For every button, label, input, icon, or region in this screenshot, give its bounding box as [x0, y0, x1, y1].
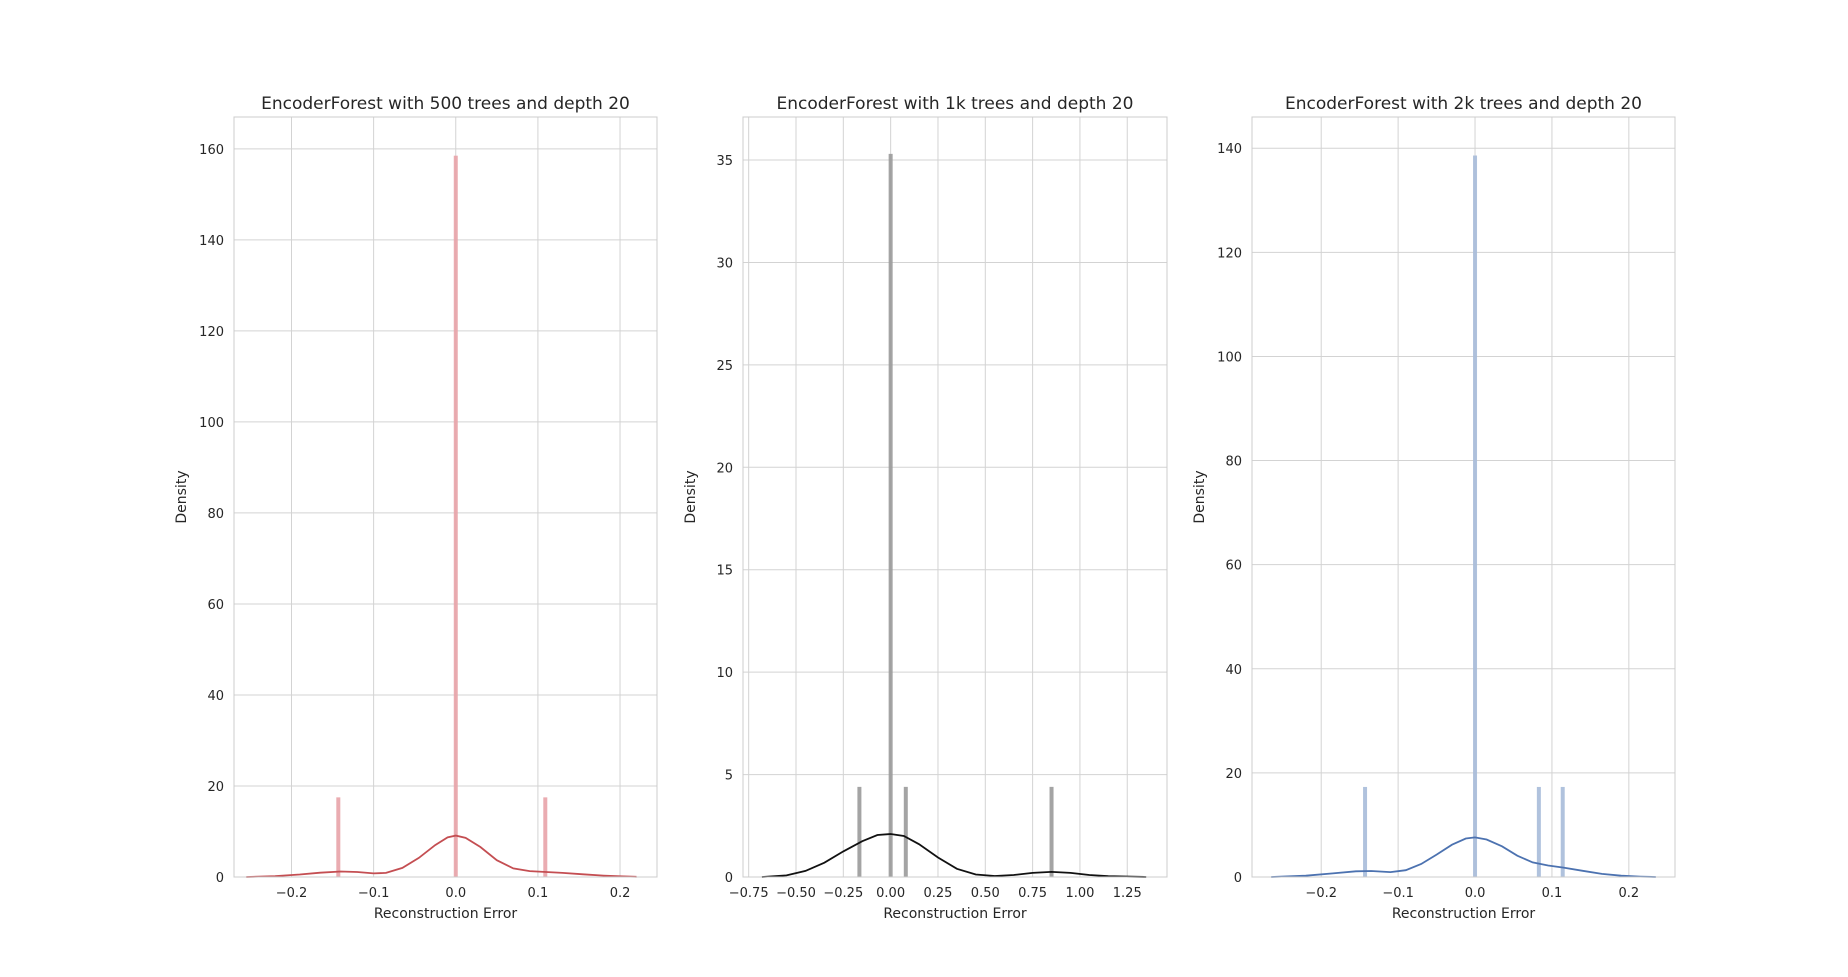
y-tick-label: 0	[725, 871, 733, 886]
y-tick-label: 5	[725, 769, 733, 784]
x-tick-label: 0.00	[876, 886, 905, 901]
histogram-bar	[903, 786, 908, 877]
chart-title: EncoderForest with 1k trees and depth 20	[777, 94, 1134, 114]
x-tick-label: 1.25	[1113, 886, 1142, 901]
y-tick-label: 80	[207, 507, 224, 522]
y-tick-label: 120	[1217, 246, 1242, 261]
y-axis-label: Density	[174, 470, 190, 523]
axes-frame	[233, 116, 658, 878]
chart-title: EncoderForest with 500 trees and depth 2…	[261, 94, 630, 114]
y-tick-label: 80	[1225, 455, 1242, 470]
x-tick-label: −0.75	[729, 886, 769, 901]
y-tick-label: 40	[1225, 663, 1242, 678]
y-tick-label: 30	[716, 256, 733, 271]
histogram-bar	[1363, 786, 1368, 877]
y-tick-label: 120	[199, 325, 224, 340]
histogram-bar	[543, 797, 548, 877]
y-tick-label: 0	[216, 871, 224, 886]
kde-line	[761, 833, 1147, 878]
y-tick-label: 140	[199, 234, 224, 249]
x-axis-label: Reconstruction Error	[1392, 906, 1536, 922]
y-tick-label: 10	[716, 666, 733, 681]
y-tick-label: 100	[1217, 350, 1242, 365]
y-axis-label: Density	[683, 470, 699, 523]
histogram-bar	[453, 155, 458, 878]
x-tick-label: 0.50	[971, 886, 1000, 901]
x-tick-label: 0.2	[1619, 886, 1640, 901]
x-tick-label: −0.50	[776, 886, 816, 901]
x-tick-label: 1.00	[1065, 886, 1094, 901]
x-tick-label: 0.75	[1018, 886, 1047, 901]
histogram-bar	[1049, 786, 1054, 877]
kde-line	[246, 834, 637, 878]
x-tick-label: −0.25	[823, 886, 863, 901]
y-tick-label: 40	[207, 689, 224, 704]
y-tick-label: 60	[207, 598, 224, 613]
x-tick-label: 0.1	[1542, 886, 1563, 901]
x-axis-label: Reconstruction Error	[883, 906, 1027, 922]
x-axis-label: Reconstruction Error	[374, 906, 518, 922]
y-tick-label: 25	[716, 359, 733, 374]
x-tick-label: −0.2	[1305, 886, 1337, 901]
histogram-bar	[336, 797, 341, 877]
chart-panel-1: −0.2 −0.1 0.0 0.1 0.2 0 20 40 60 80 100 120 140 160 Re…	[174, 94, 658, 922]
y-tick-label: 20	[207, 780, 224, 795]
x-tick-label: −0.1	[1382, 886, 1414, 901]
y-tick-label: 0	[1234, 871, 1242, 886]
x-tick-label: −0.1	[358, 886, 390, 901]
chart-panel-2: −0.75 −0.50 −0.25 0.00 0.25 0.50 0.75 1.00 1.25 0…	[683, 94, 1168, 922]
histogram-bar	[1536, 786, 1541, 877]
chart-title: EncoderForest with 2k trees and depth 20	[1285, 94, 1642, 114]
histogram-bar	[1560, 786, 1565, 877]
kde-line	[1271, 836, 1656, 878]
histogram-bar	[888, 153, 893, 878]
axes-frame	[742, 116, 1168, 878]
y-axis-label: Density	[1192, 470, 1208, 523]
x-tick-label: 0.25	[923, 886, 952, 901]
x-tick-label: 0.1	[528, 886, 549, 901]
histogram-bar	[1473, 155, 1478, 877]
axes-frame	[1251, 116, 1676, 878]
chart-panel-3: −0.2 −0.1 0.0 0.1 0.2 0 20 40 60 80 100 120 140 Recon…	[1192, 94, 1676, 922]
y-tick-label: 100	[199, 416, 224, 431]
y-tick-label: 15	[716, 564, 733, 579]
y-tick-label: 35	[716, 154, 733, 169]
x-tick-label: 0.2	[610, 886, 631, 901]
y-tick-label: 20	[716, 461, 733, 476]
x-tick-label: −0.2	[276, 886, 308, 901]
y-tick-label: 140	[1217, 142, 1242, 157]
x-tick-label: 0.0	[445, 886, 466, 901]
y-tick-label: 60	[1225, 559, 1242, 574]
x-tick-label: 0.0	[1465, 886, 1486, 901]
histogram-bar	[857, 786, 862, 877]
y-tick-label: 20	[1225, 767, 1242, 782]
y-tick-label: 160	[199, 143, 224, 158]
